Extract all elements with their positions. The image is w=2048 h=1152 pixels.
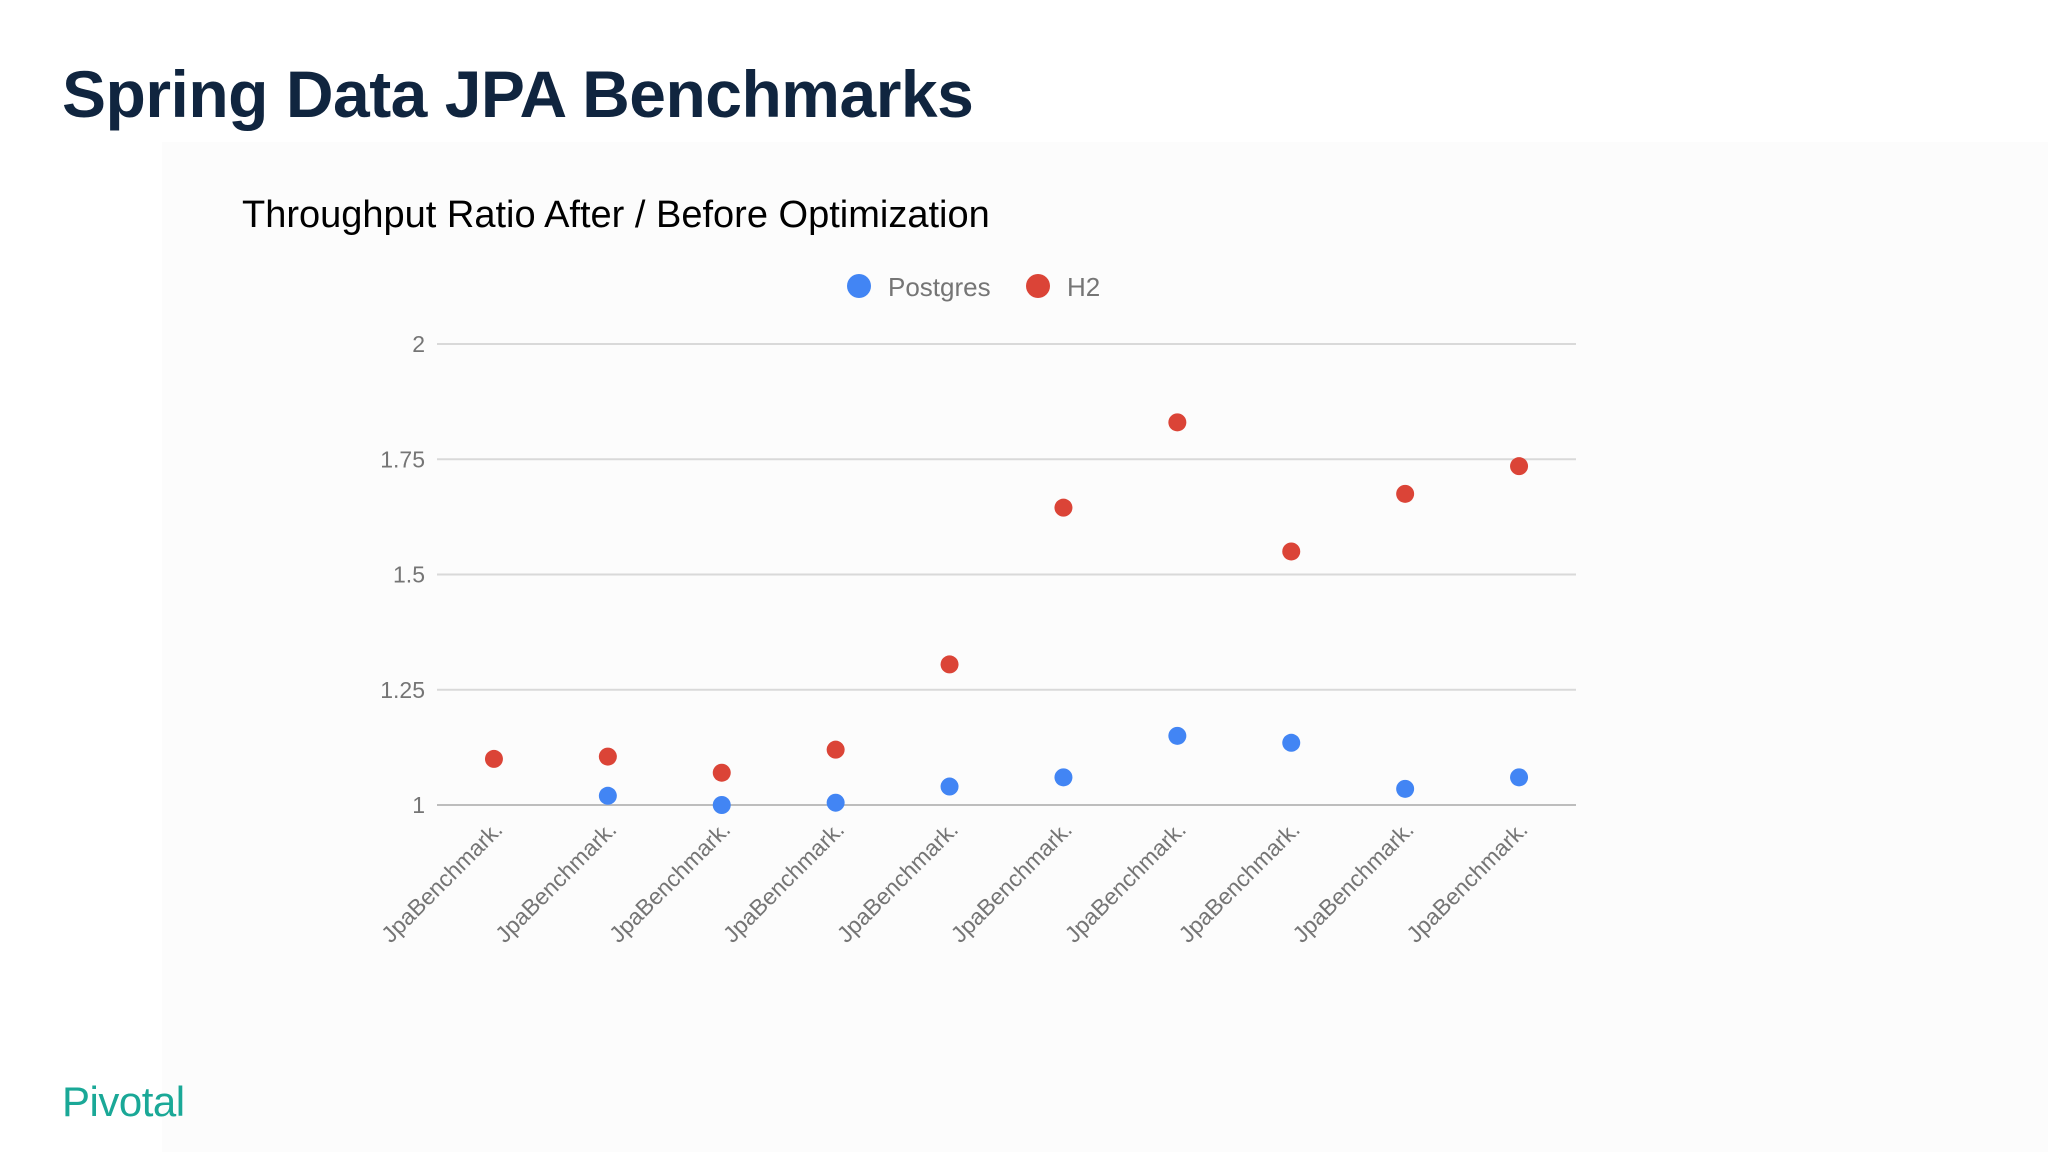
pivotal-logo: Pivotal	[62, 1078, 185, 1125]
data-point-postgres	[712, 796, 731, 814]
y-tick-label: 1.25	[380, 677, 425, 703]
data-point-postgres	[940, 777, 959, 796]
x-tick-label: JpaBenchmark.	[832, 816, 963, 947]
legend-item-postgres: Postgres	[847, 272, 991, 302]
data-point-h2	[598, 747, 617, 766]
y-tick-label: 1.75	[380, 446, 425, 472]
data-points	[484, 413, 1529, 814]
data-point-h2	[712, 763, 731, 782]
data-point-h2	[1054, 498, 1073, 517]
data-point-postgres	[1054, 768, 1073, 787]
data-point-postgres	[598, 786, 617, 805]
data-point-h2	[484, 749, 503, 768]
y-tick-label: 2	[412, 331, 425, 357]
x-tick-label: JpaBenchmark.	[1287, 816, 1418, 947]
x-tick-label: JpaBenchmark.	[946, 816, 1077, 947]
data-point-postgres	[826, 793, 845, 812]
data-point-postgres	[1396, 779, 1415, 798]
x-tick-label: JpaBenchmark.	[490, 816, 621, 947]
data-point-h2	[1168, 413, 1187, 432]
y-tick-label: 1	[412, 792, 425, 818]
x-tick-label: JpaBenchmark.	[1059, 816, 1190, 947]
y-tick-label: 1.5	[393, 562, 425, 588]
x-tick-label: JpaBenchmark.	[718, 816, 849, 947]
data-point-h2	[940, 655, 959, 674]
legend: Postgres H2	[847, 272, 1100, 302]
data-point-h2	[826, 740, 845, 759]
data-point-h2	[1510, 457, 1529, 476]
slide-title: Spring Data JPA Benchmarks	[62, 57, 974, 131]
data-point-postgres	[1510, 768, 1529, 787]
y-axis-ticks: 1 1.25 1.5 1.75 2	[380, 331, 425, 818]
x-tick-label: JpaBenchmark.	[1401, 816, 1532, 947]
legend-item-h2: H2	[1026, 272, 1100, 302]
data-point-postgres	[1282, 733, 1301, 752]
legend-marker-postgres	[847, 274, 871, 298]
data-point-h2	[1396, 484, 1415, 503]
x-tick-label: JpaBenchmark.	[376, 816, 507, 947]
x-tick-label: JpaBenchmark.	[1173, 816, 1304, 947]
legend-label-h2: H2	[1067, 272, 1100, 302]
gridlines	[437, 343, 1576, 806]
data-point-postgres	[1168, 726, 1187, 745]
chart-title: Throughput Ratio After / Before Optimiza…	[242, 194, 990, 236]
legend-label-postgres: Postgres	[888, 272, 991, 302]
x-tick-label: JpaBenchmark.	[604, 816, 735, 947]
chart-panel	[162, 142, 2048, 1152]
legend-marker-h2	[1026, 274, 1050, 298]
data-point-h2	[1282, 542, 1301, 561]
x-axis-ticks: JpaBenchmark.JpaBenchmark.JpaBenchmark.J…	[376, 816, 1532, 947]
